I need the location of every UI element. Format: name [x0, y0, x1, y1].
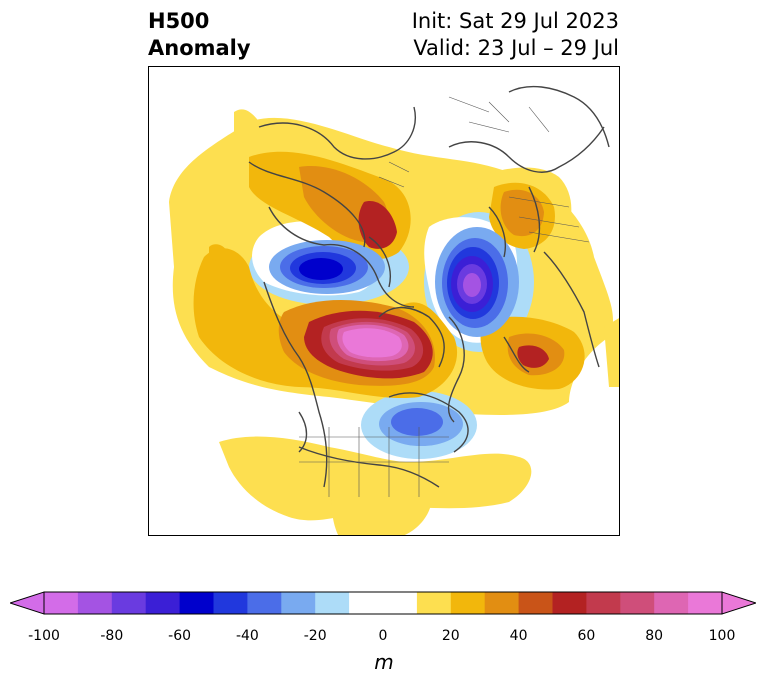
colorbar-over-arrow: [721, 591, 756, 615]
colorbar-under-arrow: [10, 591, 45, 615]
colorbar-cell: [688, 592, 723, 614]
colorbar-cell: [586, 592, 621, 614]
valid-range: Valid: 23 Jul – 29 Jul: [413, 36, 619, 60]
colorbar-tick-label: 20: [441, 628, 460, 644]
colorbar-cell: [654, 592, 689, 614]
colorbar-cell: [620, 592, 655, 614]
colorbar-cell: [145, 592, 181, 614]
colorbar-cell: [416, 592, 452, 614]
colorbar-cells: [44, 592, 723, 614]
colorbar-cell: [484, 592, 520, 614]
colorbar-cell: [552, 592, 587, 614]
colorbar-cell: [111, 592, 147, 614]
colorbar-tick-label: 60: [577, 628, 596, 644]
colorbar-cell: [179, 592, 214, 614]
init-date: Init: Sat 29 Jul 2023: [411, 9, 619, 33]
colorbar-tick-label: 80: [645, 628, 664, 644]
map-dates: Init: Sat 29 Jul 2023 Valid: 23 Jul – 29…: [412, 8, 619, 62]
colorbar: [10, 591, 756, 615]
colorbar-tick-label: -100: [28, 628, 60, 644]
colorbar-cell: [450, 592, 486, 614]
colorbar-tick-label: -80: [100, 628, 124, 644]
field-name: H500: [148, 9, 210, 33]
colorbar-tick-label: 40: [509, 628, 528, 644]
colorbar-tick-label: -20: [303, 628, 327, 644]
colorbar-cell: [281, 592, 316, 614]
coastlines: [248, 85, 610, 488]
colorbar-tick-label: 0: [378, 628, 388, 644]
colorbar-cell: [518, 592, 553, 614]
colorbar-cell: [247, 592, 282, 614]
colorbar-outline: [43, 591, 723, 615]
political-borders: [299, 96, 590, 497]
colorbar-tick-label: -40: [235, 628, 259, 644]
positive-anomaly-shading-max: [342, 328, 402, 358]
colorbar-cell: [349, 592, 418, 614]
anomaly-map: [148, 66, 620, 536]
negative-anomaly-shading-medium: [269, 227, 519, 446]
map-title: H500 Anomaly: [148, 8, 251, 62]
colorbar-unit: m: [374, 650, 394, 674]
colorbar-cell: [213, 592, 248, 614]
colorbar-tick-label: -60: [168, 628, 192, 644]
product-name: Anomaly: [148, 36, 251, 60]
colorbar-cell: [77, 592, 113, 614]
colorbar-tick-label: 100: [708, 628, 736, 644]
colorbar-cell: [315, 592, 350, 614]
colorbar-cell: [44, 592, 79, 614]
anomaly-map-canvas: [149, 85, 619, 535]
